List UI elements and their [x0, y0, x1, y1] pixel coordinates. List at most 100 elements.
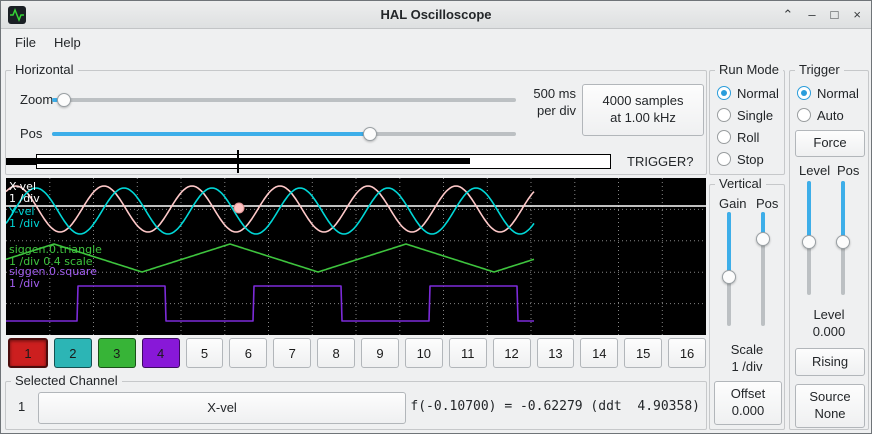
scope-channel-label: siggen.0.triangle 1 /div 0.4 scale	[9, 244, 102, 268]
triangle-trace	[6, 243, 535, 273]
scope-display[interactable]: X-vel 1 /div Y-vel 1 /div siggen.0.triangle 1…	[6, 178, 706, 335]
channel-button-4[interactable]: 4	[141, 338, 180, 368]
run-mode-radio-normal[interactable]: Normal	[717, 82, 779, 104]
selected-channel-group: Selected Channel 1 X-vel f(-0.10700) = -…	[5, 373, 707, 430]
gain-col-label: Gain	[719, 196, 747, 211]
force-button[interactable]: Force	[795, 130, 865, 157]
x-vel-trace	[6, 185, 535, 233]
vertical-pos-handle[interactable]	[756, 232, 770, 246]
trigger-level-slider[interactable]	[801, 181, 817, 295]
vertical-pos-groove	[761, 212, 765, 326]
trigger-edge-label: Rising	[811, 353, 849, 369]
radio-circle-icon	[717, 130, 731, 144]
zoom-label: Zoom	[20, 92, 54, 107]
offset-word: Offset	[730, 386, 766, 402]
channel-button-3[interactable]: 3	[97, 338, 136, 368]
channel-button-9[interactable]: 9	[361, 338, 399, 368]
y-vel-trace	[6, 187, 535, 235]
scope-canvas	[6, 178, 706, 335]
scope-channel-label: siggen.0.square 1 /div	[9, 266, 97, 290]
radio-label: Roll	[737, 129, 760, 145]
horizontal-pos-slider[interactable]	[52, 125, 516, 143]
minimize-button[interactable]: –	[808, 7, 816, 22]
run-mode-radio-roll[interactable]: Roll	[717, 126, 779, 148]
zoom-slider[interactable]	[52, 91, 516, 109]
trigger-status-label: TRIGGER?	[627, 154, 694, 169]
trigger-level-value: 0.000	[812, 324, 846, 339]
time-per-div-value: 500 ms	[533, 86, 576, 101]
run-mode-radios: Normal Single Roll Stop	[717, 82, 779, 170]
trigger-level-label: Level	[813, 307, 845, 322]
run-mode-radio-stop[interactable]: Stop	[717, 148, 779, 170]
record-bar-left	[6, 158, 36, 165]
channel-button-16[interactable]: 16	[668, 338, 706, 368]
trigger-level-handle[interactable]	[802, 235, 816, 249]
channel-button-11[interactable]: 11	[448, 338, 487, 368]
gain-slider-groove	[727, 212, 731, 326]
trigger-group: Trigger Normal Auto Force Level Pos Level…	[789, 62, 869, 430]
channel-button-14[interactable]: 14	[580, 338, 619, 368]
trigger-position-tick[interactable]	[237, 150, 239, 173]
close-button[interactable]: ×	[853, 7, 861, 22]
radio-circle-icon	[797, 108, 811, 122]
channel-button-13[interactable]: 13	[536, 338, 575, 368]
samples-button[interactable]: 4000 samples at 1.00 kHz	[582, 84, 704, 136]
shade-button[interactable]: ⌃	[782, 6, 794, 22]
force-button-label: Force	[813, 135, 847, 151]
radio-label: Auto	[817, 107, 844, 123]
samples-count: 4000 samples	[602, 93, 684, 109]
channel-button-15[interactable]: 15	[624, 338, 663, 368]
scope-channel-name: siggen.0.square	[9, 265, 97, 278]
vertical-group: Vertical Gain Pos Scale 1 /div Offset 0.…	[709, 176, 785, 430]
pos-slider-handle[interactable]	[362, 127, 377, 141]
scope-channel-label: X-vel 1 /div	[9, 181, 40, 205]
trigger-source-button[interactable]: Source None	[795, 384, 865, 428]
channel-button-7[interactable]: 7	[273, 338, 312, 368]
channel-button-1[interactable]: 1	[8, 338, 48, 368]
trigger-pos-handle[interactable]	[836, 235, 850, 249]
menu-file[interactable]: File	[15, 35, 36, 50]
trigger-group-title: Trigger	[795, 62, 844, 77]
gain-slider[interactable]	[721, 212, 737, 326]
record-bar[interactable]	[36, 154, 611, 169]
radio-circle-icon	[717, 86, 731, 100]
trigger-radio-auto[interactable]: Auto	[797, 104, 859, 126]
horizontal-group: Horizontal Zoom Pos 500 ms per div 4000 …	[5, 62, 707, 175]
trigger-pos-col-label: Pos	[837, 163, 860, 178]
channel-button-8[interactable]: 8	[317, 338, 355, 368]
channel-button-6[interactable]: 6	[229, 338, 268, 368]
scope-channel-label: Y-vel 1 /div	[9, 206, 40, 230]
offset-button[interactable]: Offset 0.000	[714, 381, 782, 425]
vertical-pos-col-label: Pos	[756, 196, 779, 211]
scope-channel-name: Y-vel	[9, 205, 35, 218]
horizontal-group-title: Horizontal	[11, 62, 78, 77]
channel-button-10[interactable]: 10	[404, 338, 443, 368]
channel-readout: f(-0.10700) = -0.62279 (ddt 4.90358)	[410, 399, 700, 414]
trigger-radios: Normal Auto	[797, 82, 859, 126]
probe-marker-dot[interactable]	[233, 202, 245, 214]
radio-label: Normal	[817, 85, 859, 101]
zoom-slider-handle[interactable]	[57, 93, 72, 107]
channel-button-5[interactable]: 5	[185, 338, 224, 368]
trigger-radio-normal[interactable]: Normal	[797, 82, 859, 104]
scope-channel-scale: 1 /div 0.4 scale	[9, 255, 93, 268]
menu-help[interactable]: Help	[53, 35, 81, 50]
maximize-button[interactable]: □	[830, 7, 839, 22]
scope-channel-name: X-vel	[9, 180, 36, 193]
channel-source-button[interactable]: X-vel	[38, 392, 406, 424]
vertical-pos-slider[interactable]	[755, 212, 771, 326]
trigger-edge-button[interactable]: Rising	[795, 348, 865, 376]
channel-button-2[interactable]: 2	[53, 338, 92, 368]
trigger-source-word: Source	[809, 389, 851, 405]
scale-label: Scale	[730, 342, 764, 357]
vertical-group-title: Vertical	[715, 176, 766, 191]
gain-slider-handle[interactable]	[722, 270, 736, 284]
trigger-pos-slider[interactable]	[835, 181, 851, 295]
run-mode-radio-single[interactable]: Single	[717, 104, 779, 126]
scope-channel-scale: 1 /div	[9, 277, 40, 290]
zoom-slider-groove	[52, 98, 516, 102]
trigger-source-value: None	[814, 406, 846, 421]
channel-button-12[interactable]: 12	[492, 338, 531, 368]
radio-label: Stop	[737, 151, 764, 167]
